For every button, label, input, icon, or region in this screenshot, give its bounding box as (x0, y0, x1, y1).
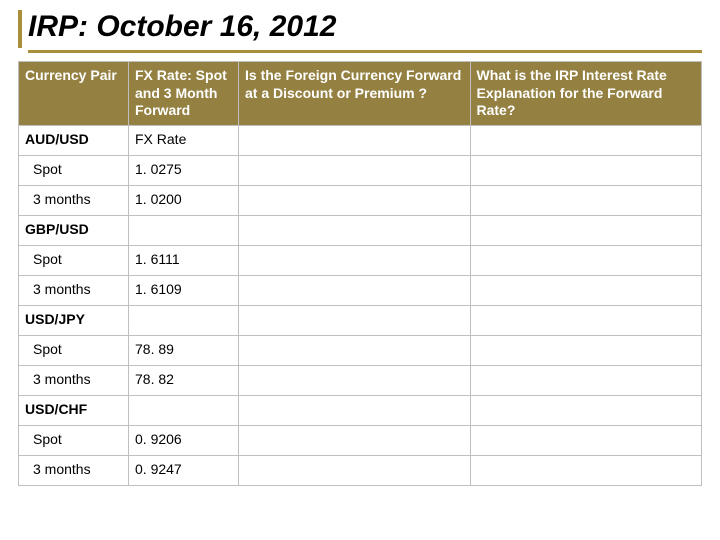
table-row: AUD/USDFX Rate (19, 125, 702, 155)
irp-explanation-cell (470, 275, 702, 305)
irp-explanation-cell (470, 395, 702, 425)
irp-explanation-cell (470, 335, 702, 365)
header-irp-explanation: What is the IRP Interest Rate Explanatio… (470, 62, 702, 126)
fx-rate-cell: 1. 6111 (129, 245, 239, 275)
currency-pair-cell: USD/JPY (19, 305, 129, 335)
table-row: Spot1. 0275 (19, 155, 702, 185)
fx-rate-cell: 1. 0200 (129, 185, 239, 215)
table-body: AUD/USDFX RateSpot1. 02753 months1. 0200… (19, 125, 702, 485)
row-label-cell: 3 months (19, 365, 129, 395)
irp-explanation-cell (470, 425, 702, 455)
irp-explanation-cell (470, 185, 702, 215)
irp-explanation-cell (470, 125, 702, 155)
fx-rate-cell: 0. 9247 (129, 455, 239, 485)
title-wrap: IRP: October 16, 2012 (18, 10, 702, 48)
discount-premium-cell (239, 335, 471, 365)
fx-rate-cell: 1. 6109 (129, 275, 239, 305)
table-row: Spot78. 89 (19, 335, 702, 365)
fx-rate-cell (129, 215, 239, 245)
fx-table: Currency Pair FX Rate: Spot and 3 Month … (18, 61, 702, 486)
discount-premium-cell (239, 125, 471, 155)
fx-rate-cell (129, 305, 239, 335)
fx-rate-cell (129, 395, 239, 425)
row-label-cell: Spot (19, 425, 129, 455)
slide-title: IRP: October 16, 2012 (28, 10, 702, 48)
fx-rate-cell: FX Rate (129, 125, 239, 155)
discount-premium-cell (239, 155, 471, 185)
discount-premium-cell (239, 425, 471, 455)
irp-explanation-cell (470, 455, 702, 485)
slide: IRP: October 16, 2012 Currency Pair FX R… (0, 0, 720, 540)
table-row: 3 months1. 0200 (19, 185, 702, 215)
irp-explanation-cell (470, 305, 702, 335)
currency-pair-cell: USD/CHF (19, 395, 129, 425)
fx-rate-cell: 0. 9206 (129, 425, 239, 455)
table-row: USD/JPY (19, 305, 702, 335)
fx-rate-cell: 78. 89 (129, 335, 239, 365)
discount-premium-cell (239, 365, 471, 395)
row-label-cell: 3 months (19, 455, 129, 485)
row-label-cell: 3 months (19, 185, 129, 215)
row-label-cell: Spot (19, 155, 129, 185)
currency-pair-cell: AUD/USD (19, 125, 129, 155)
row-label-cell: Spot (19, 335, 129, 365)
irp-explanation-cell (470, 215, 702, 245)
currency-pair-cell: GBP/USD (19, 215, 129, 245)
table-row: Spot1. 6111 (19, 245, 702, 275)
irp-explanation-cell (470, 365, 702, 395)
title-underline (28, 50, 702, 53)
table-row: Spot0. 9206 (19, 425, 702, 455)
row-label-cell: 3 months (19, 275, 129, 305)
discount-premium-cell (239, 185, 471, 215)
header-row: Currency Pair FX Rate: Spot and 3 Month … (19, 62, 702, 126)
table-row: 3 months78. 82 (19, 365, 702, 395)
header-fx-rate: FX Rate: Spot and 3 Month Forward (129, 62, 239, 126)
header-currency-pair: Currency Pair (19, 62, 129, 126)
row-label-cell: Spot (19, 245, 129, 275)
table-row: USD/CHF (19, 395, 702, 425)
discount-premium-cell (239, 245, 471, 275)
fx-rate-cell: 78. 82 (129, 365, 239, 395)
header-discount-premium: Is the Foreign Currency Forward at a Dis… (239, 62, 471, 126)
discount-premium-cell (239, 455, 471, 485)
discount-premium-cell (239, 275, 471, 305)
irp-explanation-cell (470, 245, 702, 275)
irp-explanation-cell (470, 155, 702, 185)
fx-rate-cell: 1. 0275 (129, 155, 239, 185)
discount-premium-cell (239, 215, 471, 245)
discount-premium-cell (239, 305, 471, 335)
table-row: 3 months1. 6109 (19, 275, 702, 305)
table-row: 3 months0. 9247 (19, 455, 702, 485)
table-row: GBP/USD (19, 215, 702, 245)
discount-premium-cell (239, 395, 471, 425)
